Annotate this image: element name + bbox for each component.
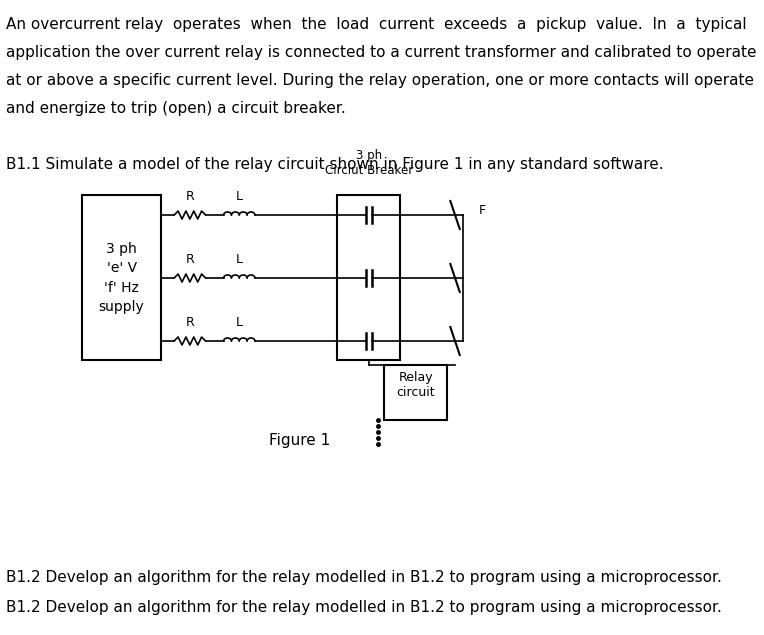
Text: R: R bbox=[186, 316, 194, 329]
Text: F: F bbox=[478, 203, 486, 217]
Text: supply: supply bbox=[99, 300, 144, 314]
Text: 3 ph
Circiut Breaker: 3 ph Circiut Breaker bbox=[325, 149, 413, 177]
Text: An overcurrent relay  operates  when  the  load  current  exceeds  a  pickup  va: An overcurrent relay operates when the l… bbox=[6, 17, 747, 32]
Text: application the over current relay is connected to a current transformer and cal: application the over current relay is co… bbox=[6, 45, 757, 60]
Bar bbox=[83, 195, 161, 360]
Bar bbox=[384, 365, 447, 420]
Text: R: R bbox=[186, 190, 194, 203]
Text: B1.2 Develop an algorithm for the relay modelled in B1.2 to program using a micr: B1.2 Develop an algorithm for the relay … bbox=[6, 570, 722, 585]
Text: at or above a specific current level. During the relay operation, one or more co: at or above a specific current level. Du… bbox=[6, 73, 754, 88]
Text: and energize to trip (open) a circuit breaker.: and energize to trip (open) a circuit br… bbox=[6, 101, 346, 116]
Text: circuit: circuit bbox=[397, 387, 435, 399]
Text: L: L bbox=[236, 316, 243, 329]
Text: L: L bbox=[236, 253, 243, 266]
Text: 3 ph: 3 ph bbox=[106, 243, 137, 257]
Text: L: L bbox=[236, 190, 243, 203]
Text: Relay: Relay bbox=[399, 370, 433, 384]
Text: B1.2 Develop an algorithm for the relay modelled in B1.2 to program using a micr: B1.2 Develop an algorithm for the relay … bbox=[6, 600, 722, 615]
Text: 'f' Hz: 'f' Hz bbox=[104, 281, 139, 295]
Text: B1.1 Simulate a model of the relay circuit shown in Figure 1 in any standard sof: B1.1 Simulate a model of the relay circu… bbox=[6, 157, 664, 172]
Text: R: R bbox=[186, 253, 194, 266]
Bar bbox=[338, 195, 400, 360]
Text: Figure 1: Figure 1 bbox=[269, 432, 330, 448]
Text: 'e' V: 'e' V bbox=[106, 262, 137, 276]
